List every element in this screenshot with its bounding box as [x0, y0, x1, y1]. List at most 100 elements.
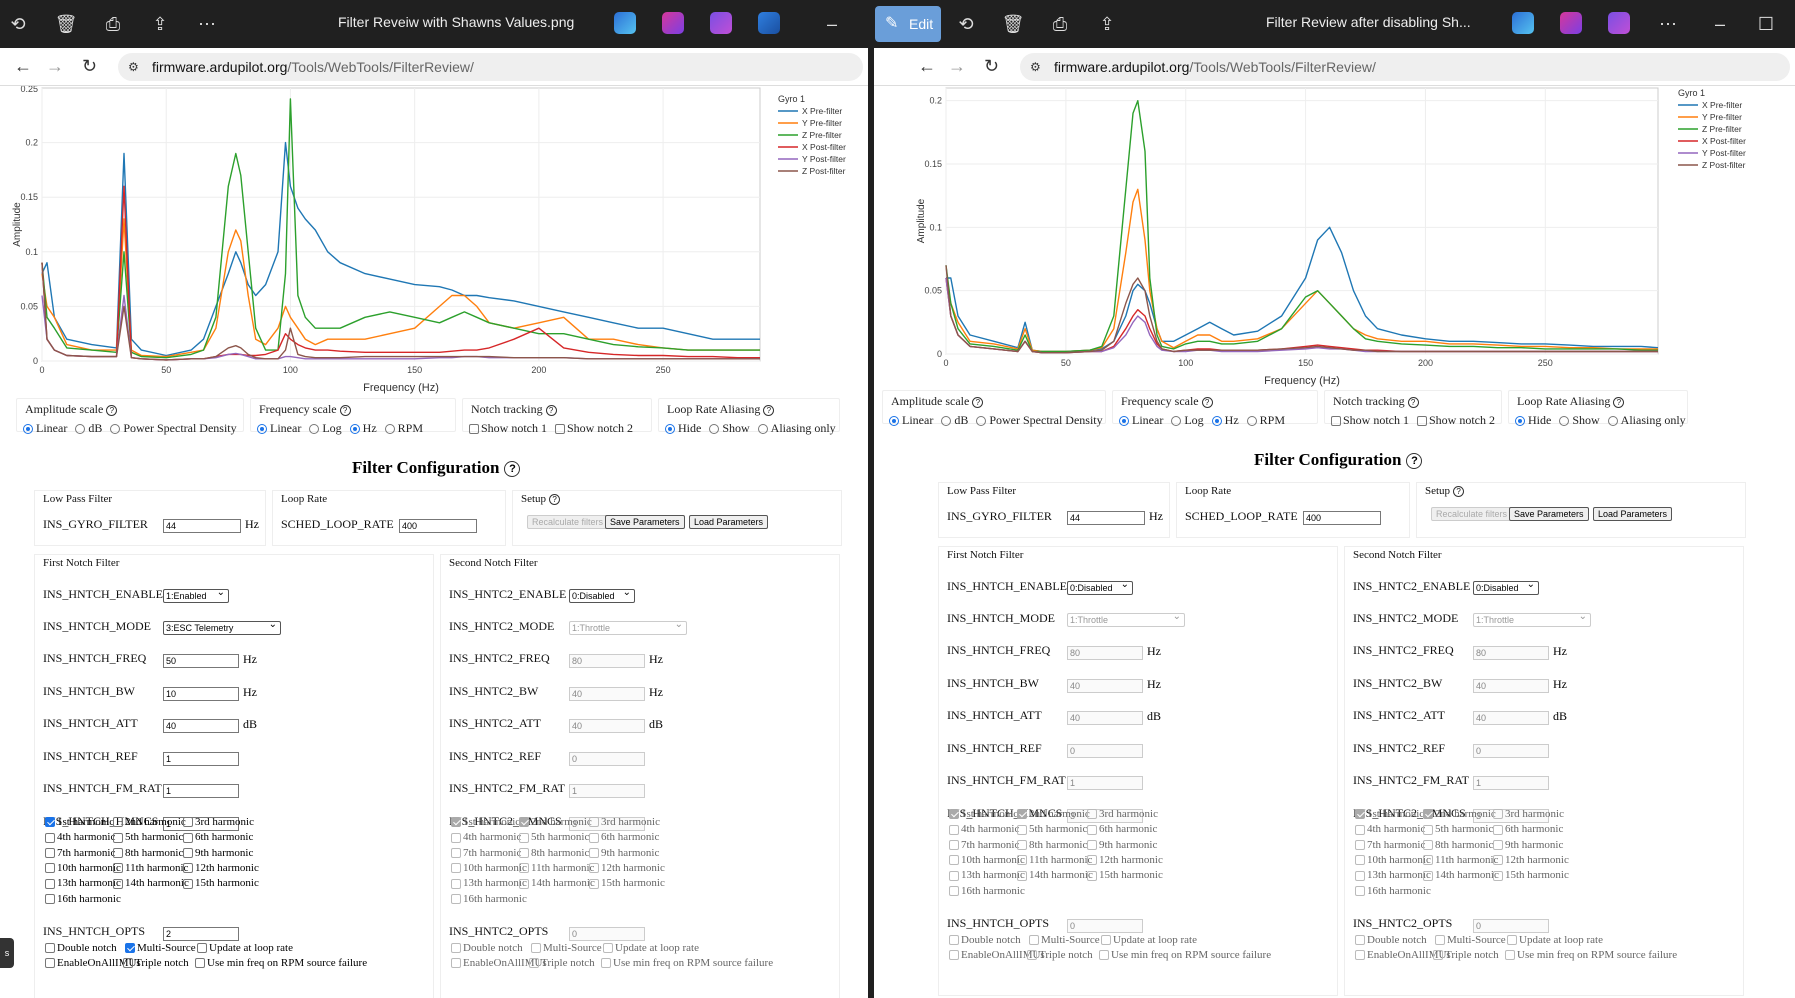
checkbox[interactable] — [949, 840, 959, 851]
checkbox[interactable] — [949, 950, 959, 961]
option-linear[interactable]: Linear — [889, 413, 933, 427]
recalculate-filters-button[interactable]: Recalculate filters — [1431, 507, 1513, 521]
checkbox[interactable] — [1027, 950, 1037, 961]
checkbox[interactable] — [45, 848, 55, 859]
checkbox[interactable] — [45, 958, 55, 969]
more-icon[interactable]: ⋯ — [198, 14, 216, 34]
harmonic-checkbox[interactable]: 5th harmonic — [519, 831, 589, 843]
checkbox[interactable] — [1087, 870, 1097, 881]
harmonic-checkbox[interactable]: 16th harmonic — [949, 885, 1025, 897]
opts-checkbox[interactable]: EnableOnAllIMUs — [949, 949, 1045, 961]
enable-select[interactable]: 1:Enabled — [163, 587, 229, 603]
bw-input[interactable]: 10 — [163, 687, 239, 701]
harmonic-checkbox[interactable]: 12th harmonic — [589, 862, 665, 874]
checkbox[interactable] — [183, 817, 193, 828]
mode-select[interactable]: 1:Throttle — [1473, 611, 1591, 627]
checkbox[interactable] — [451, 943, 461, 954]
bw-input[interactable]: 40 — [1067, 679, 1143, 693]
checkbox[interactable] — [451, 848, 461, 859]
checkbox[interactable] — [1493, 809, 1503, 820]
opts-checkbox[interactable]: Multi-Source — [125, 942, 196, 954]
opts-input[interactable]: 0 — [569, 927, 645, 941]
checkbox[interactable] — [123, 958, 133, 969]
mode-select[interactable]: 1:Throttle — [1067, 611, 1185, 627]
option-linear[interactable]: Linear — [1119, 413, 1163, 427]
opts-checkbox[interactable]: Double notch — [1355, 934, 1427, 946]
checkbox[interactable] — [1087, 840, 1097, 851]
checkbox[interactable] — [1423, 840, 1433, 851]
legend-item[interactable]: Z Post-filter — [1702, 160, 1746, 170]
site-info-icon[interactable]: ⚙ — [1030, 60, 1041, 74]
checkbox[interactable] — [1493, 824, 1503, 835]
checkbox[interactable] — [589, 832, 599, 843]
harmonic-checkbox[interactable]: 8th harmonic — [1423, 839, 1493, 851]
harmonic-checkbox[interactable]: 14th harmonic — [1017, 869, 1093, 881]
option-hz[interactable]: Hz — [1211, 413, 1239, 427]
harmonic-checkbox[interactable]: 16th harmonic — [451, 893, 527, 905]
checkbox[interactable] — [183, 863, 193, 874]
legend-item[interactable]: Y Post-filter — [1702, 148, 1746, 158]
option-aliasing-only[interactable]: Aliasing only — [757, 421, 836, 435]
checkbox[interactable] — [195, 958, 205, 969]
checkbox[interactable] — [45, 863, 55, 874]
harmonic-checkbox[interactable]: 2nd harmonic — [519, 816, 592, 828]
app-icon-3[interactable] — [710, 12, 732, 34]
checkbox[interactable] — [519, 848, 529, 859]
help-icon[interactable]: ? — [545, 404, 557, 416]
harmonic-checkbox[interactable]: 7th harmonic — [1355, 839, 1425, 851]
opts-checkbox[interactable]: Triple notch — [1433, 949, 1499, 961]
radio-button[interactable] — [976, 416, 987, 427]
opts-checkbox[interactable]: Double notch — [451, 942, 523, 954]
radio-button[interactable] — [941, 416, 952, 427]
freq-input[interactable]: 80 — [569, 654, 645, 668]
harmonic-checkbox[interactable]: 15th harmonic — [589, 877, 665, 889]
att-input[interactable]: 40 — [569, 719, 645, 733]
ins-gyro-filter-input[interactable]: 44 — [163, 519, 241, 533]
harmonic-checkbox[interactable]: 11th harmonic — [113, 862, 188, 874]
checkbox[interactable] — [113, 848, 123, 859]
harmonic-checkbox[interactable]: 8th harmonic — [113, 847, 183, 859]
share-icon[interactable]: ⇪ — [152, 14, 168, 34]
harmonic-checkbox[interactable]: 5th harmonic — [113, 831, 183, 843]
opts-checkbox[interactable]: EnableOnAllIMUs — [45, 957, 141, 969]
checkbox[interactable] — [1017, 809, 1027, 820]
checkbox[interactable] — [45, 943, 55, 954]
fm-input[interactable]: 1 — [163, 784, 239, 798]
opts-checkbox[interactable]: Double notch — [949, 934, 1021, 946]
hmncs-input[interactable]: 3 — [1067, 809, 1143, 823]
harmonic-checkbox[interactable]: 13th harmonic — [1355, 869, 1431, 881]
harmonic-checkbox[interactable]: 6th harmonic — [1493, 823, 1563, 835]
legend-item[interactable]: X Post-filter — [802, 142, 846, 152]
checkbox[interactable] — [1507, 935, 1517, 946]
harmonic-checkbox[interactable]: 9th harmonic — [1493, 839, 1563, 851]
option-rpm[interactable]: RPM — [384, 421, 423, 435]
harmonic-checkbox[interactable]: 8th harmonic — [1017, 839, 1087, 851]
app-icon-2[interactable] — [1560, 12, 1582, 34]
opts-input[interactable]: 0 — [1067, 919, 1143, 933]
checkbox[interactable] — [1017, 855, 1027, 866]
radio-button[interactable] — [1211, 416, 1222, 427]
opts-input[interactable]: 2 — [163, 927, 239, 941]
app-icon-1[interactable] — [614, 12, 636, 34]
opts-input[interactable]: 0 — [1473, 919, 1549, 933]
radio-button[interactable] — [257, 424, 267, 435]
checkbox[interactable] — [1355, 870, 1365, 881]
hmncs-input[interactable]: 3 — [1473, 809, 1549, 823]
print-icon[interactable]: ⎙ — [1052, 14, 1068, 34]
opts-checkbox[interactable]: Update at loop rate — [1507, 934, 1603, 946]
rotate-icon[interactable]: ⟲ — [10, 14, 26, 34]
help-icon[interactable]: ? — [1201, 396, 1213, 408]
harmonic-checkbox[interactable]: 1st harmonic — [45, 816, 114, 828]
option-log[interactable]: Log — [309, 421, 342, 435]
checkbox[interactable] — [1017, 840, 1027, 851]
harmonic-checkbox[interactable]: 4th harmonic — [45, 831, 115, 843]
harmonic-checkbox[interactable]: 12th harmonic — [1087, 854, 1163, 866]
help-icon[interactable]: ? — [339, 404, 351, 416]
option-rpm[interactable]: RPM — [1246, 413, 1285, 427]
checkbox[interactable] — [45, 893, 55, 904]
help-icon[interactable]: ? — [549, 493, 561, 505]
harmonic-checkbox[interactable]: 6th harmonic — [1087, 823, 1157, 835]
harmonic-checkbox[interactable]: 11th harmonic — [1423, 854, 1498, 866]
harmonic-checkbox[interactable]: 13th harmonic — [949, 869, 1025, 881]
checkbox[interactable] — [949, 870, 959, 881]
